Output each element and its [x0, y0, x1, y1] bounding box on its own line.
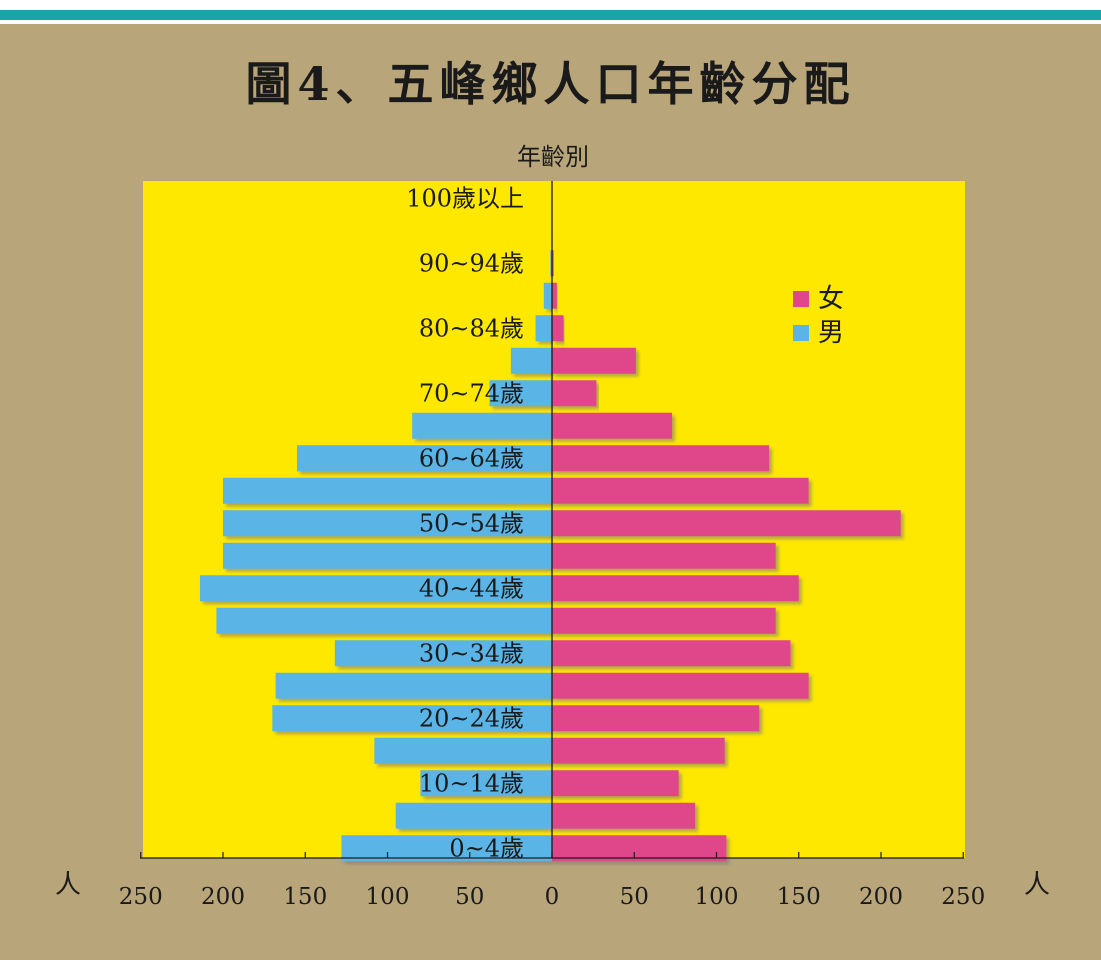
- bar-male-0: [341, 835, 552, 862]
- bar-female-12: [552, 445, 770, 472]
- chart-title: 圖4、五峰鄉人口年齡分配: [245, 57, 856, 111]
- bar-female-17: [552, 282, 557, 309]
- bar-male-6: [334, 640, 552, 667]
- x-tick-label-10: 250: [941, 884, 985, 910]
- bar-female-4: [552, 705, 760, 732]
- bar-female-9: [552, 542, 776, 569]
- bar-male-16: [535, 315, 552, 342]
- age-label-20: 100歲以上: [406, 184, 524, 212]
- bar-female-14: [552, 380, 597, 407]
- age-label-4: 20~24歲: [419, 704, 524, 732]
- bar-male-14: [489, 380, 552, 407]
- x-tick-label-4: 50: [455, 884, 484, 910]
- x-unit-left: 人: [55, 870, 81, 900]
- x-tick-label-8: 150: [777, 884, 821, 910]
- bar-female-5: [552, 672, 809, 699]
- bar-male-4: [272, 705, 552, 732]
- bar-female-2: [552, 770, 679, 797]
- top-accent-line: [0, 10, 1101, 20]
- age-label-18: 90~94歲: [419, 249, 524, 277]
- bar-male-17: [543, 282, 552, 309]
- x-tick-label-1: 200: [201, 884, 245, 910]
- bar-male-8: [199, 575, 552, 602]
- bar-male-10: [223, 510, 552, 537]
- bar-male-9: [223, 542, 552, 569]
- bar-female-7: [552, 607, 776, 634]
- x-tick-label-5: 0: [545, 884, 560, 910]
- bar-female-6: [552, 640, 791, 667]
- legend-swatch-1: [793, 325, 809, 341]
- age-label-10: 50~54歲: [419, 509, 524, 537]
- bar-female-15: [552, 347, 636, 374]
- bar-male-7: [216, 607, 553, 634]
- bar-female-1: [552, 802, 696, 829]
- x-tick-label-3: 100: [366, 884, 410, 910]
- bar-male-1: [395, 802, 552, 829]
- legend-label-0: 女: [818, 284, 844, 314]
- age-label-16: 80~84歲: [419, 314, 524, 342]
- legend-swatch-0: [793, 291, 809, 307]
- age-label-8: 40~44歲: [419, 574, 524, 602]
- bar-female-0: [552, 835, 727, 862]
- bar-female-13: [552, 412, 673, 439]
- bar-male-12: [297, 445, 552, 472]
- bar-female-8: [552, 575, 799, 602]
- bar-male-13: [412, 412, 552, 439]
- age-label-14: 70~74歲: [419, 379, 524, 407]
- x-tick-label-7: 100: [695, 884, 739, 910]
- bar-male-2: [420, 770, 552, 797]
- bar-male-3: [374, 737, 552, 764]
- age-label-2: 10~14歲: [419, 769, 524, 797]
- bar-female-3: [552, 737, 725, 764]
- x-unit-right: 人: [1024, 870, 1050, 900]
- x-tick-label-9: 200: [859, 884, 903, 910]
- x-tick-label-6: 50: [620, 884, 649, 910]
- bar-male-11: [223, 477, 552, 504]
- y-axis-label: 年齡別: [517, 143, 589, 171]
- bar-male-5: [275, 672, 552, 699]
- bar-male-18: [550, 250, 552, 277]
- bar-male-15: [510, 347, 552, 374]
- bar-female-18: [552, 250, 554, 277]
- bar-female-11: [552, 477, 809, 504]
- age-label-6: 30~34歲: [419, 639, 524, 667]
- x-tick-label-0: 250: [119, 884, 163, 910]
- x-tick-label-2: 150: [283, 884, 327, 910]
- bar-female-10: [552, 510, 901, 537]
- age-label-12: 60~64歲: [419, 444, 524, 472]
- legend-label-1: 男: [818, 318, 844, 348]
- bar-female-16: [552, 315, 564, 342]
